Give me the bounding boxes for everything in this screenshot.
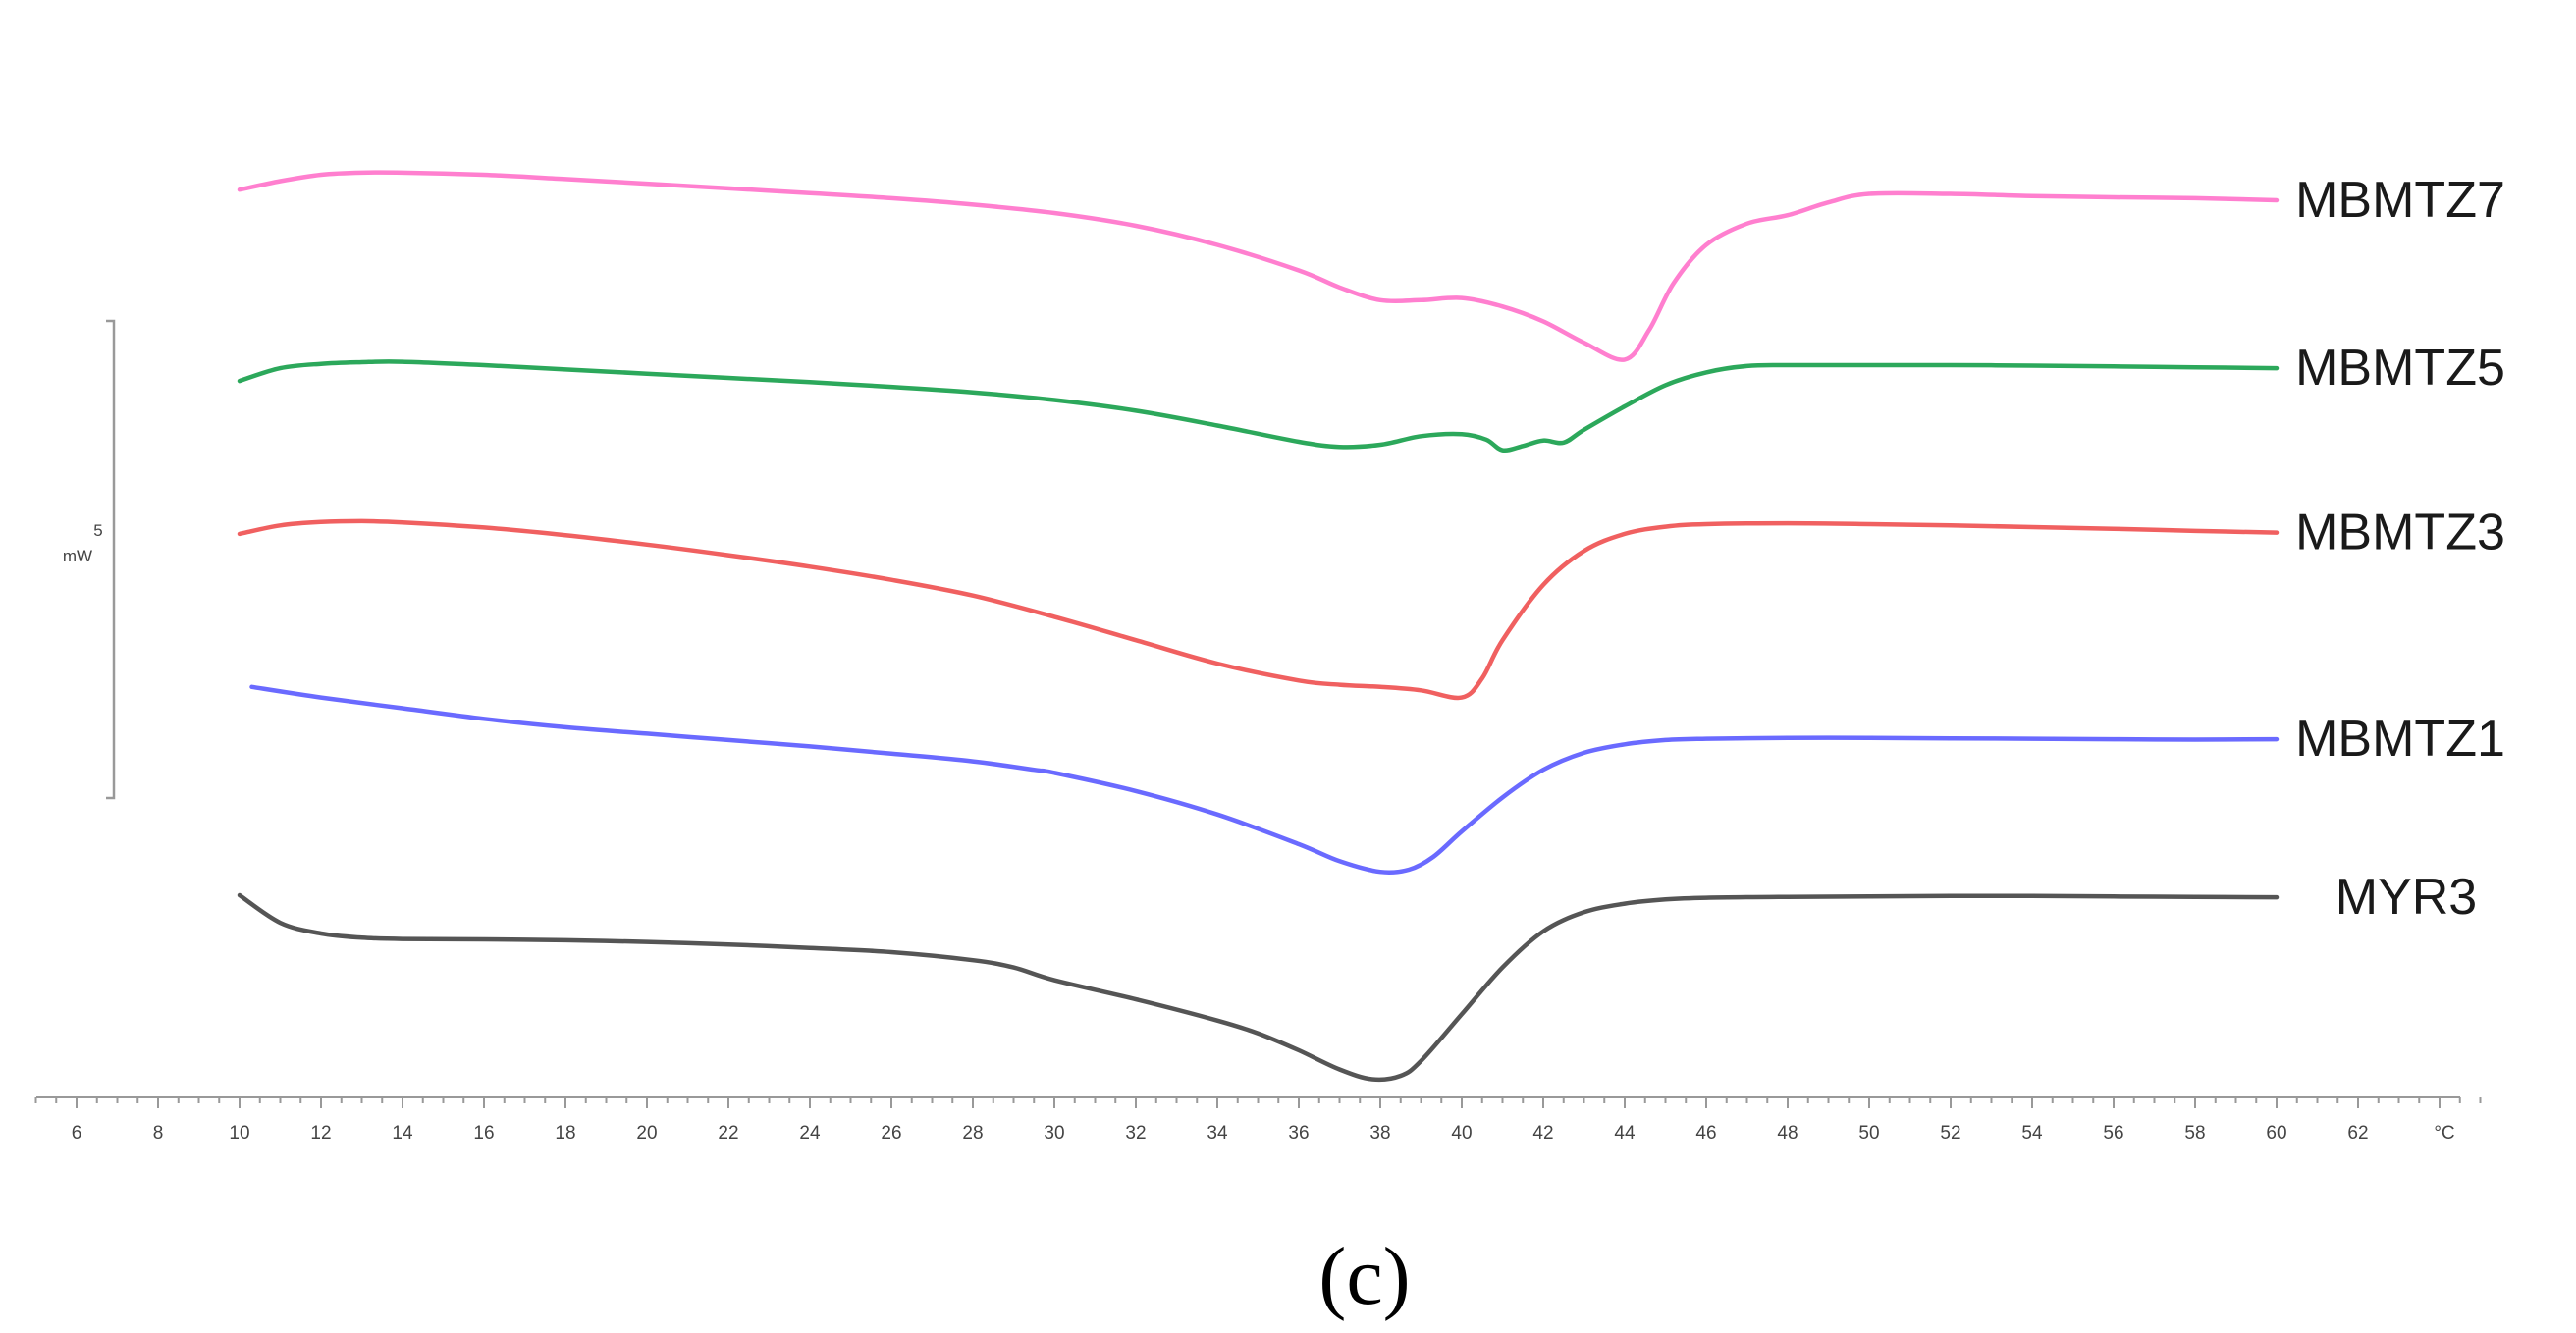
- series-line-mbmtz1: [249, 684, 2280, 876]
- x-tick-label: 32: [1125, 1123, 1146, 1144]
- series-line-myr3: [237, 892, 2280, 1083]
- x-tick-label: 6: [72, 1123, 82, 1144]
- x-tick-label: 38: [1369, 1123, 1390, 1144]
- scale-bar-value: 5: [93, 521, 102, 540]
- x-tick-label: 28: [962, 1123, 983, 1144]
- figure-caption: (c): [1318, 1231, 1410, 1322]
- scale-bar-bracket: [106, 319, 116, 800]
- series-labels-layer: MBMTZ7 MBMTZ5 MBMTZ3 MBMTZ1 MYR3: [2295, 172, 2505, 926]
- scale-bar: 5 mW: [63, 319, 116, 800]
- x-tick-label: 62: [2347, 1123, 2368, 1144]
- x-axis-unit: °C: [2434, 1123, 2454, 1144]
- series-line-mbmtz3: [237, 518, 2280, 701]
- x-tick-label: 26: [881, 1123, 901, 1144]
- x-tick-label: 10: [229, 1123, 249, 1144]
- x-axis-tick-labels: 6 8 10 12 14 16 18 20 22 24 26 28 30 32 34 36 38 40 42 44 46…: [72, 1123, 2369, 1144]
- x-tick-label: 46: [1695, 1123, 1716, 1144]
- x-tick-label: 52: [1940, 1123, 1960, 1144]
- x-tick-label: 8: [153, 1123, 164, 1144]
- series-label-mbmtz5: MBMTZ5: [2295, 340, 2505, 397]
- series-label-mbmtz7: MBMTZ7: [2295, 172, 2505, 229]
- scale-bar-unit: mW: [63, 547, 92, 565]
- x-tick-label: 22: [718, 1123, 738, 1144]
- x-axis-ticks: [34, 1097, 2482, 1108]
- series-line-mbmtz7: [237, 170, 2280, 362]
- series-line-mbmtz5: [237, 359, 2280, 453]
- x-tick-label: 60: [2266, 1123, 2286, 1144]
- x-tick-label: 20: [636, 1123, 657, 1144]
- x-tick-label: 24: [799, 1123, 821, 1144]
- x-tick-label: 30: [1044, 1123, 1064, 1144]
- x-tick-label: 40: [1451, 1123, 1472, 1144]
- x-tick-label: 42: [1532, 1123, 1553, 1144]
- x-tick-label: 58: [2184, 1123, 2205, 1144]
- x-tick-label: 14: [392, 1123, 413, 1144]
- x-tick-label: 12: [310, 1123, 331, 1144]
- series-label-myr3: MYR3: [2335, 869, 2477, 926]
- x-tick-label: 36: [1288, 1123, 1309, 1144]
- x-tick-label: 44: [1614, 1123, 1636, 1144]
- x-tick-label: 50: [1858, 1123, 1879, 1144]
- series-label-mbmtz3: MBMTZ3: [2295, 505, 2505, 561]
- x-tick-label: 54: [2021, 1123, 2043, 1144]
- x-tick-label: 18: [555, 1123, 575, 1144]
- x-tick-label: 16: [473, 1123, 494, 1144]
- x-axis: 6 8 10 12 14 16 18 20 22 24 26 28 30 32 34 36 38 40 42 44 46…: [34, 1096, 2482, 1144]
- series-label-mbmtz1: MBMTZ1: [2295, 711, 2505, 768]
- x-tick-label: 56: [2103, 1123, 2123, 1144]
- curves-layer: [237, 170, 2280, 1083]
- x-tick-label: 48: [1777, 1123, 1798, 1144]
- x-tick-label: 34: [1207, 1123, 1228, 1144]
